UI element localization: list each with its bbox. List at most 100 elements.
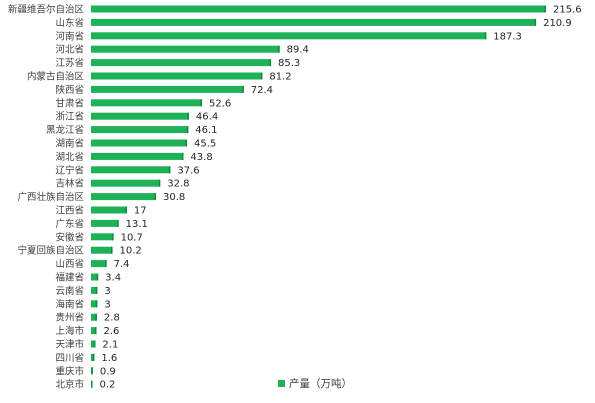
category-label: 江西省 [55,205,84,217]
category-label: 贵州省 [55,312,84,324]
bar [91,193,156,201]
bar-end [92,353,95,361]
bar [91,233,114,241]
bar [91,300,98,308]
bar [91,32,487,40]
value-label: 17 [134,206,147,217]
bar [91,45,280,53]
value-label: 81.2 [269,72,291,83]
category-label: 宁夏回族自治区 [17,245,84,257]
value-label: 3 [104,299,110,310]
category-label: 河南省 [55,30,84,42]
value-label: 52.6 [209,98,231,109]
bar [91,273,99,281]
category-label: 山西省 [55,258,84,270]
bar [91,313,97,321]
bar [91,246,113,254]
bar [91,112,189,120]
category-label: 新疆维吾尔自治区 [8,4,85,16]
value-label: 10.2 [120,246,142,257]
category-label: 江苏省 [55,57,84,69]
value-label: 13.1 [126,219,148,230]
bar-end [111,246,113,254]
bar-end [125,206,127,214]
bar-end [168,166,171,174]
value-label: 2.8 [104,313,120,324]
category-label: 湖南省 [55,138,84,150]
bar [91,327,97,335]
value-label: 2.6 [103,326,119,337]
bar-end [200,99,203,107]
value-label: 32.8 [167,179,189,190]
category-label: 浙江省 [55,111,84,123]
bar-end [112,233,114,241]
bar [91,206,127,214]
bar-end [93,340,96,348]
bar [91,340,96,348]
bar-end [95,300,98,308]
value-label: 46.1 [195,125,217,136]
category-label: 天津市 [55,339,84,351]
value-label: 0.2 [100,380,116,391]
category-label: 广西壮族自治区 [17,191,84,203]
bar-end [95,313,97,321]
value-label: 187.3 [493,31,522,42]
category-label: 辽宁省 [55,164,84,176]
legend: 产量（万吨） [278,376,352,391]
bar-end [105,260,107,268]
bar-end [117,219,119,227]
category-label: 福建省 [55,272,84,284]
legend-swatch [278,380,285,387]
legend-label: 产量（万吨） [289,378,352,390]
value-label: 30.8 [163,192,185,203]
value-label: 210.9 [543,18,572,29]
bar [91,260,107,268]
category-label: 黑龙江省 [46,124,84,136]
bar-end [269,59,272,67]
category-label: 海南省 [55,298,84,310]
value-label: 215.6 [553,5,582,16]
bar [91,59,272,67]
bar-end [260,72,263,80]
bar-end [91,380,93,388]
value-label: 7.4 [114,259,130,270]
bar-end [158,179,161,187]
category-label: 陕西省 [55,84,84,96]
bar [91,353,95,361]
bar [91,126,189,134]
bar [91,5,546,13]
category-label: 上海市 [55,325,84,337]
value-label: 43.8 [190,152,212,163]
value-label: 10.7 [121,232,143,243]
bar [91,85,244,93]
bar [91,166,171,174]
value-label: 89.4 [287,45,309,56]
value-label: 85.3 [278,58,300,69]
category-label: 湖北省 [55,151,84,163]
bar-end [278,45,280,53]
bar-end [154,193,156,201]
bar [91,72,263,80]
category-label: 河北省 [55,44,84,56]
category-label: 山东省 [55,17,84,29]
bar-end [544,5,546,13]
category-label: 内蒙古自治区 [27,71,85,83]
bar-end [185,139,188,147]
category-label: 吉林省 [55,178,84,190]
bar-end [534,18,537,26]
value-label: 46.4 [196,112,218,123]
bar-end [242,85,244,93]
bar-end [94,327,97,335]
bar [91,18,537,26]
bar-end [484,32,487,40]
bar [91,286,98,294]
bar-end [187,112,189,120]
value-label: 0.9 [100,366,116,377]
bar-end [96,273,99,281]
value-label: 3 [104,286,110,297]
bar-end [91,367,93,375]
value-label: 2.1 [102,340,118,351]
category-label: 北京市 [55,379,84,391]
category-label: 四川省 [55,352,84,364]
